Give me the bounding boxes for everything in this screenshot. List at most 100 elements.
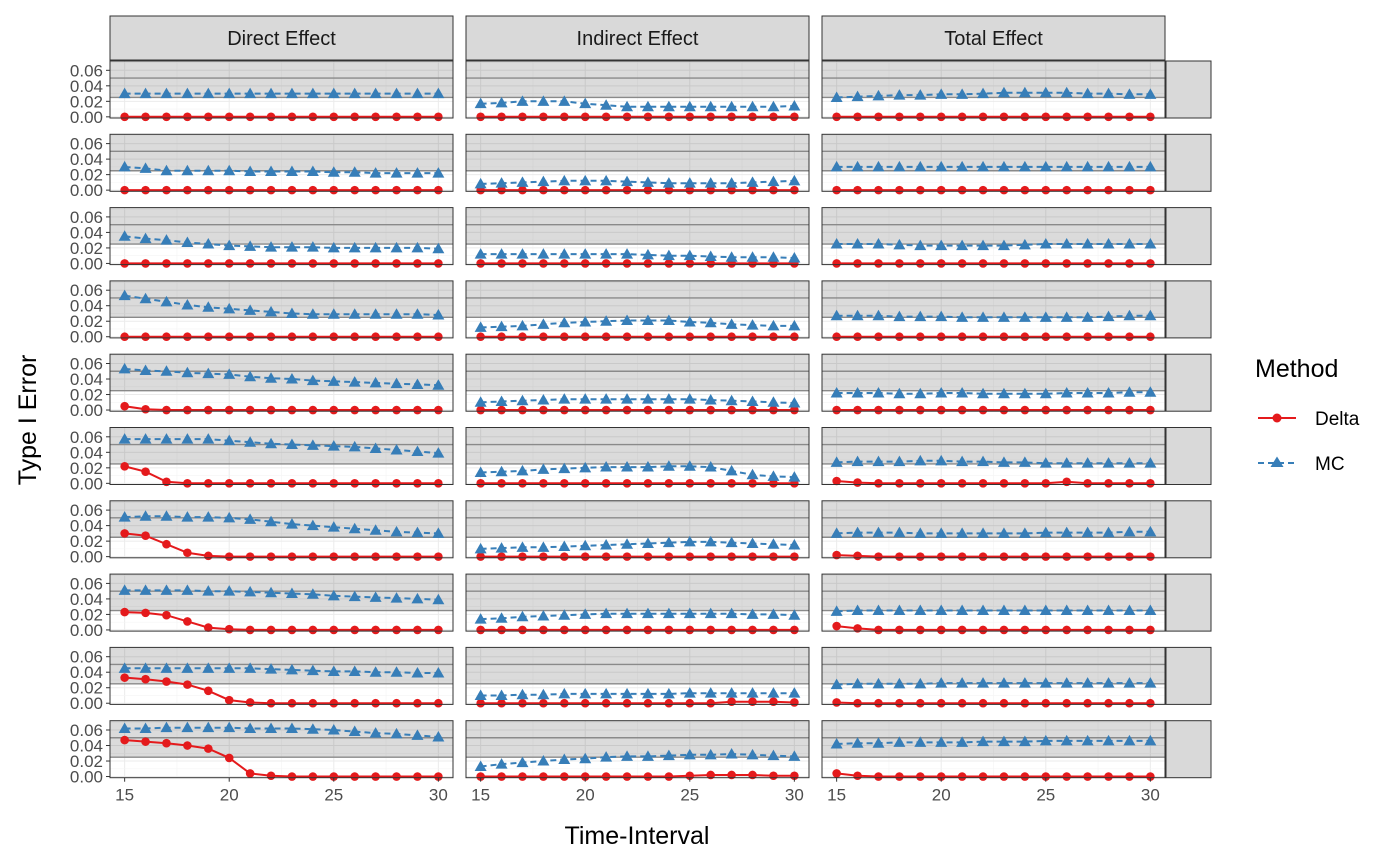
legend-title: Method — [1255, 355, 1338, 383]
series-line-delta — [480, 774, 795, 778]
mc-point — [411, 729, 424, 740]
mc-point — [306, 241, 319, 252]
mc-point — [118, 160, 131, 172]
reference-band — [110, 500, 453, 538]
delta-point — [245, 552, 255, 561]
delta-point — [853, 698, 862, 708]
mc-point — [1039, 238, 1052, 249]
panel-n-400-indirect-effect — [465, 573, 810, 635]
delta-point — [162, 677, 171, 686]
mc-point — [872, 526, 885, 538]
delta-point — [727, 112, 736, 122]
delta-point — [203, 551, 213, 561]
delta-point — [518, 259, 527, 268]
delta-point — [978, 552, 988, 561]
mc-point — [997, 456, 1010, 467]
delta-point — [245, 405, 255, 415]
delta-point — [224, 112, 234, 122]
mc-point — [641, 393, 654, 404]
mc-point — [746, 100, 759, 112]
delta-point — [1104, 185, 1113, 195]
delta-point — [706, 479, 716, 488]
delta-point — [434, 698, 443, 708]
mc-point — [767, 470, 780, 481]
delta-point — [622, 698, 632, 708]
delta-point — [1062, 625, 1072, 635]
delta-point — [183, 741, 192, 750]
mc-point — [181, 366, 194, 378]
delta-point — [371, 772, 380, 781]
mc-point — [265, 515, 278, 527]
delta-point — [769, 405, 778, 415]
mc-point — [516, 756, 529, 768]
delta-point — [643, 112, 653, 122]
delta-point — [1041, 625, 1051, 635]
delta-point — [162, 610, 171, 620]
mc-point — [516, 248, 529, 259]
x-axis-indirect-effect: 15 20 25 30 — [471, 777, 804, 805]
mc-point — [767, 100, 780, 112]
delta-point — [183, 332, 192, 342]
delta-point — [203, 405, 213, 415]
series-line-delta — [836, 480, 1151, 485]
row-strip-bg — [1165, 353, 1212, 412]
series-line-delta — [836, 554, 1151, 558]
mc-point — [600, 539, 613, 550]
mc-point — [432, 87, 445, 99]
delta-point — [601, 698, 611, 708]
delta-point — [1104, 479, 1113, 488]
delta-point — [643, 259, 653, 268]
y-tick-label: 0.04 — [70, 590, 103, 609]
delta-point — [915, 552, 925, 561]
mc-point — [432, 666, 445, 678]
mc-point — [1060, 311, 1073, 322]
row-strip-bg — [1165, 427, 1212, 485]
mc-point — [725, 177, 738, 188]
mc-point — [495, 320, 508, 332]
panel-n-50-direct-effect — [109, 60, 454, 122]
reference-band — [110, 427, 453, 464]
delta-point — [518, 698, 527, 708]
x-tick-label: 30 — [1141, 786, 1160, 805]
series-line-mc — [124, 726, 439, 738]
delta-point — [162, 259, 171, 268]
delta-point — [1020, 185, 1030, 195]
series-line-mc — [124, 235, 439, 250]
series-line-mc — [836, 243, 1151, 247]
delta-point — [350, 405, 360, 415]
mc-point — [369, 87, 382, 99]
delta-point — [748, 479, 757, 488]
mc-point — [474, 760, 487, 771]
delta-point — [580, 698, 590, 708]
delta-point — [539, 332, 548, 342]
delta-point — [559, 698, 569, 708]
mc-point — [893, 310, 906, 322]
mc-point — [956, 736, 969, 747]
delta-point — [266, 259, 276, 268]
reference-band — [110, 61, 453, 98]
mc-point — [1081, 604, 1094, 616]
delta-point — [790, 185, 799, 195]
delta-point — [183, 259, 192, 268]
delta-point — [245, 479, 255, 488]
mc-point — [600, 393, 613, 404]
delta-point — [1020, 332, 1030, 342]
delta-point — [329, 698, 339, 708]
mc-point — [830, 160, 843, 172]
mc-point — [244, 165, 257, 177]
mc-point — [914, 310, 927, 322]
mc-point — [265, 437, 278, 449]
series-line-mc — [836, 530, 1151, 535]
mc-point — [327, 521, 340, 532]
series-line-mc — [124, 589, 439, 601]
panel-border — [109, 60, 454, 119]
delta-point — [957, 625, 967, 635]
mc-point — [1039, 311, 1052, 322]
delta-point — [622, 772, 632, 781]
column-strip-direct-effect: Direct Effect — [109, 15, 454, 61]
mc-point — [390, 443, 403, 455]
delta-point — [580, 332, 590, 342]
delta-point — [413, 259, 422, 268]
delta-point — [643, 625, 653, 635]
mc-point — [432, 593, 445, 605]
